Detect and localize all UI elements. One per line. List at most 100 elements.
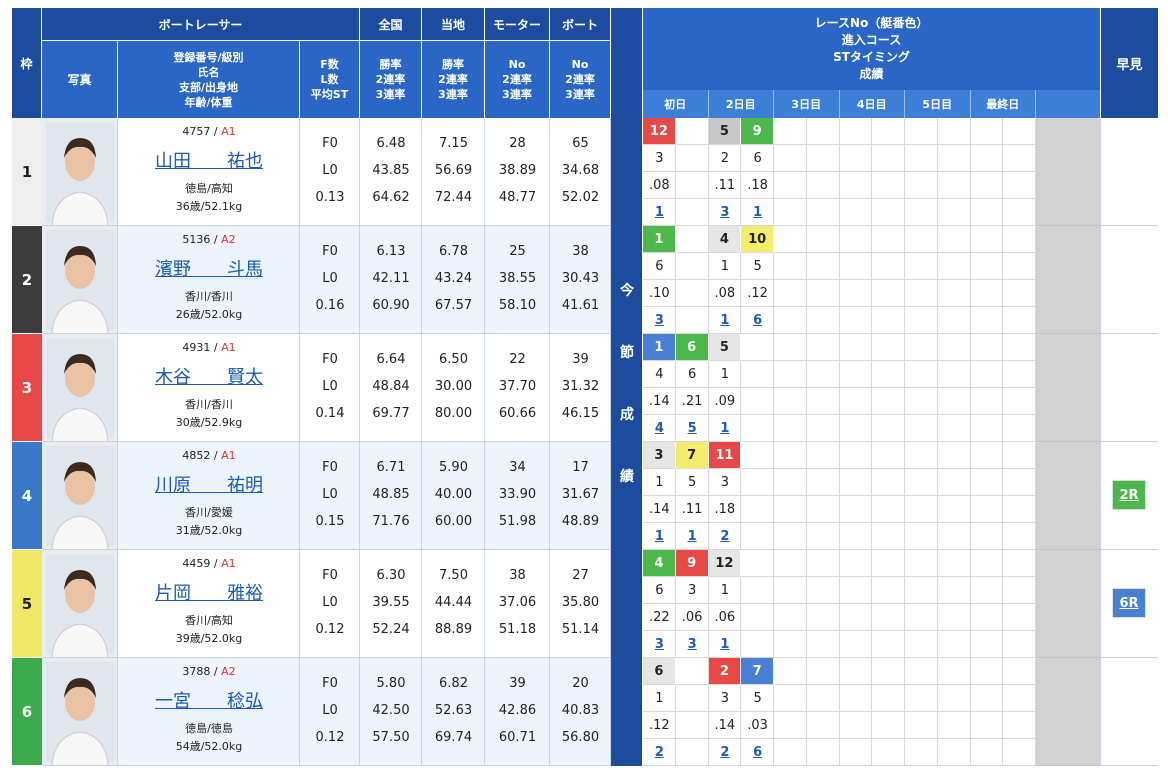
result-cell bbox=[774, 685, 807, 712]
result-cell bbox=[1003, 334, 1036, 361]
result-cell bbox=[675, 280, 709, 307]
boat-stat-cell bbox=[550, 226, 611, 334]
result-cell bbox=[741, 334, 774, 361]
finish-rank[interactable]: 1 bbox=[654, 205, 664, 220]
finish-rank[interactable]: 6 bbox=[753, 313, 763, 328]
national-stat: 42.50 bbox=[372, 702, 410, 718]
photo-figure bbox=[46, 337, 114, 441]
finish-rank[interactable]: 3 bbox=[654, 637, 664, 652]
header-line: 勝率 bbox=[442, 58, 464, 71]
entry-course: 2 bbox=[720, 151, 730, 166]
finish-rank[interactable]: 2 bbox=[720, 529, 730, 544]
motor-stat-cell bbox=[485, 118, 550, 226]
day-header: 5日目 bbox=[905, 90, 971, 118]
photo-figure bbox=[46, 121, 114, 225]
finish-rank[interactable]: 1 bbox=[687, 529, 697, 544]
fl-stat-cell bbox=[300, 550, 360, 658]
fl-stat-cell bbox=[300, 226, 360, 334]
finish-rank[interactable]: 1 bbox=[753, 205, 763, 220]
result-cell bbox=[806, 685, 840, 712]
fl-stat: F0 bbox=[322, 135, 338, 151]
result-cell bbox=[905, 334, 938, 361]
result-cell bbox=[741, 442, 774, 469]
finish-rank[interactable]: 2 bbox=[654, 745, 664, 760]
boat-stat: 17 bbox=[572, 459, 589, 475]
photo-figure bbox=[46, 661, 114, 765]
result-cell bbox=[937, 415, 971, 442]
result-cell bbox=[839, 118, 873, 145]
racer-photo bbox=[42, 334, 118, 442]
racer-name[interactable]: 川原 祐明 bbox=[155, 475, 263, 496]
finish-rank[interactable]: 5 bbox=[687, 421, 697, 436]
result-cell bbox=[970, 280, 1004, 307]
result-cell bbox=[872, 334, 905, 361]
result-cell bbox=[937, 712, 971, 739]
national-stat: 5.80 bbox=[376, 675, 406, 691]
racer-name[interactable]: 山田 祐也 bbox=[155, 151, 263, 172]
reg-class: 4852 / A1 bbox=[118, 446, 300, 464]
result-cell bbox=[774, 172, 807, 199]
finish-rank[interactable]: 1 bbox=[720, 313, 730, 328]
result-cell bbox=[643, 199, 676, 226]
result-cell bbox=[1003, 631, 1036, 658]
result-cell bbox=[872, 550, 905, 577]
racer-name[interactable]: 一宮 稔弘 bbox=[155, 691, 263, 712]
result-cell bbox=[675, 523, 709, 550]
hayami-cell bbox=[1100, 658, 1158, 766]
finish-rank[interactable]: 2 bbox=[720, 745, 730, 760]
result-cell bbox=[806, 415, 840, 442]
result-cell bbox=[806, 604, 840, 631]
fl-stat-cell bbox=[300, 442, 360, 550]
national-stat: 60.90 bbox=[372, 297, 410, 313]
local-stat-cell bbox=[422, 226, 485, 334]
national-stat: 6.48 bbox=[376, 135, 406, 151]
profile-cell bbox=[118, 658, 300, 766]
result-cell bbox=[675, 253, 709, 280]
motor-stat: 38 bbox=[509, 567, 526, 583]
motor-stat-cell bbox=[485, 550, 550, 658]
result-cell bbox=[741, 280, 774, 307]
result-cell bbox=[937, 199, 971, 226]
race-number: 10 bbox=[741, 226, 774, 253]
race-number: 9 bbox=[675, 550, 709, 577]
result-cell bbox=[1003, 280, 1036, 307]
finish-rank[interactable]: 4 bbox=[654, 421, 664, 436]
racer-header: ボートレーサー bbox=[42, 8, 360, 40]
racer-name[interactable]: 濱野 斗馬 bbox=[155, 259, 263, 280]
result-cell bbox=[708, 253, 742, 280]
hayami-button[interactable]: 6R bbox=[1112, 588, 1146, 618]
finish-rank[interactable]: 3 bbox=[720, 205, 730, 220]
fl-stat: 0.12 bbox=[315, 729, 345, 745]
motor-stat: 58.10 bbox=[498, 297, 537, 313]
result-cell bbox=[675, 118, 709, 145]
result-cell bbox=[970, 550, 1004, 577]
fl-stat: F0 bbox=[322, 351, 338, 367]
result-cell bbox=[643, 712, 676, 739]
finish-rank[interactable]: 1 bbox=[720, 637, 730, 652]
result-cell bbox=[1003, 685, 1036, 712]
result-cell bbox=[872, 604, 905, 631]
result-cell bbox=[970, 658, 1004, 685]
hayami-button[interactable]: 2R bbox=[1112, 480, 1146, 510]
boat-stat: 56.80 bbox=[561, 729, 600, 745]
result-cell bbox=[839, 442, 873, 469]
result-cell bbox=[937, 253, 971, 280]
motor-stat: 25 bbox=[509, 243, 526, 259]
finish-rank[interactable]: 1 bbox=[654, 529, 664, 544]
finish-rank[interactable]: 3 bbox=[654, 313, 664, 328]
motor-stat-cell bbox=[485, 442, 550, 550]
entry-course: 3 bbox=[720, 475, 730, 490]
result-cell bbox=[708, 712, 742, 739]
racer-name[interactable]: 木谷 賢太 bbox=[155, 367, 263, 388]
result-cell bbox=[937, 307, 971, 334]
result-cell bbox=[970, 712, 1004, 739]
entry-course: 1 bbox=[655, 475, 664, 490]
finish-rank[interactable]: 3 bbox=[687, 637, 697, 652]
racer-branch: 徳島/徳島 bbox=[185, 722, 233, 735]
result-cell bbox=[839, 388, 873, 415]
racer-name[interactable]: 片岡 雅裕 bbox=[155, 583, 263, 604]
result-cell bbox=[741, 388, 774, 415]
reg-number: 4459 bbox=[182, 556, 211, 570]
finish-rank[interactable]: 1 bbox=[720, 421, 730, 436]
finish-rank[interactable]: 6 bbox=[753, 745, 763, 760]
